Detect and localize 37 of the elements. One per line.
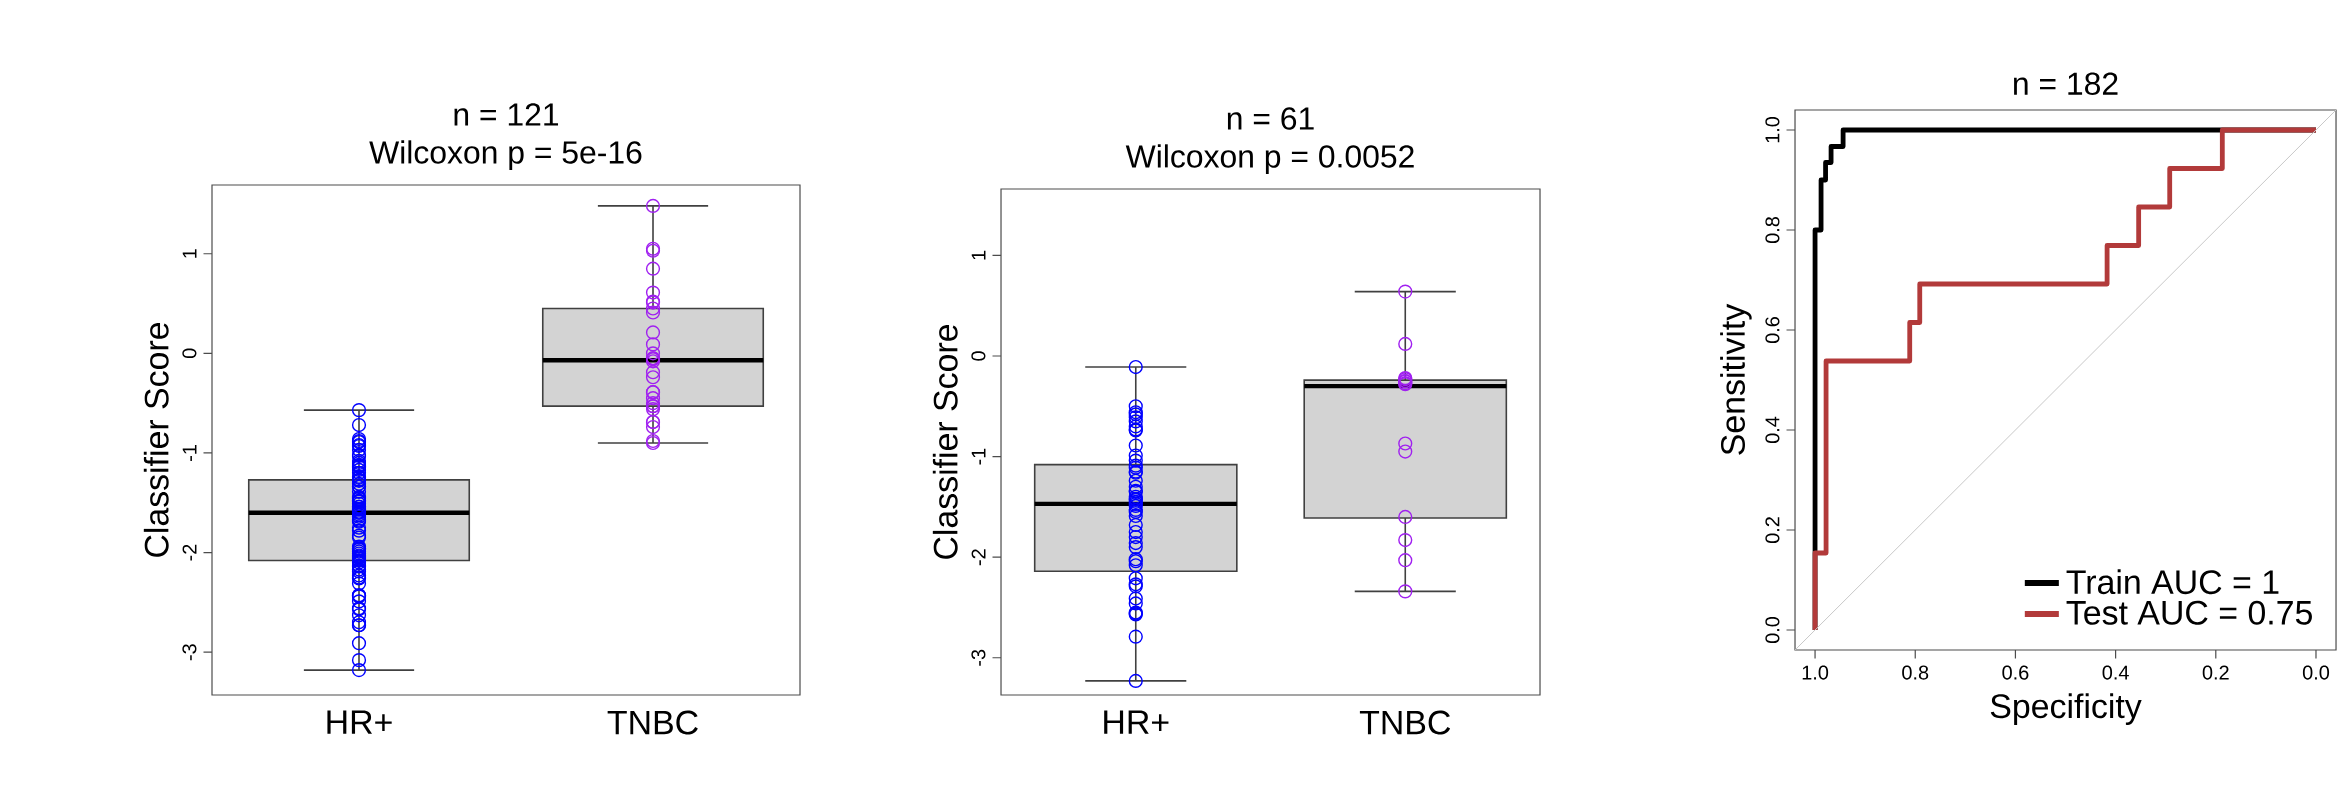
x-tick-label: 0.6 bbox=[2002, 665, 2029, 680]
chart-subtitle: Wilcoxon p = 5e-16 bbox=[369, 140, 642, 171]
y-tick-label: 1 bbox=[182, 249, 197, 258]
y-tick-label: 0.4 bbox=[1765, 416, 1780, 444]
y-tick-label: 0.8 bbox=[1765, 217, 1780, 244]
y-tick-label: -2 bbox=[971, 549, 986, 566]
y-tick-label: 0 bbox=[182, 348, 197, 359]
chart-title: n = 182 bbox=[2014, 72, 2118, 95]
y-tick-label: 1 bbox=[971, 250, 986, 260]
legend-label: Train AUC = 1 bbox=[2066, 569, 2279, 595]
x-tick-label: HR+ bbox=[1104, 710, 1169, 734]
y-tick-label: -3 bbox=[971, 649, 986, 666]
chart-title: n = 121 bbox=[454, 103, 559, 126]
y-tick-label: 0 bbox=[971, 351, 986, 361]
y-tick-label: -1 bbox=[971, 448, 986, 465]
x-tick-label: 1.0 bbox=[1802, 665, 1829, 680]
y-tick-label: 0.0 bbox=[1765, 616, 1780, 644]
x-tick-label: 0.2 bbox=[2202, 665, 2229, 680]
x-axis-title: Specificity bbox=[1990, 693, 2142, 725]
legend-label: Test AUC = 0.75 bbox=[2066, 600, 2312, 625]
x-tick-label: TNBC bbox=[607, 710, 698, 735]
y-tick-label: 0.2 bbox=[1765, 517, 1780, 544]
x-tick-label: HR+ bbox=[327, 710, 392, 734]
y-tick-label: 1.0 bbox=[1765, 116, 1780, 143]
x-tick-label: 0.8 bbox=[1902, 665, 1929, 680]
y-axis-title: Sensitivity bbox=[1720, 303, 1752, 455]
chart-title: n = 61 bbox=[1227, 107, 1314, 130]
y-axis-title: Classifier Score bbox=[932, 324, 958, 559]
x-tick-label: 0.0 bbox=[2302, 665, 2330, 680]
y-tick-label: 0.6 bbox=[1765, 317, 1780, 344]
x-tick-label: 0.4 bbox=[2102, 665, 2129, 680]
y-tick-label: -3 bbox=[182, 644, 197, 661]
y-axis-title: Classifier Score bbox=[143, 322, 169, 557]
y-tick-label: -2 bbox=[182, 544, 197, 561]
y-tick-label: -1 bbox=[182, 445, 197, 461]
chart-subtitle: Wilcoxon p = 0.0052 bbox=[1125, 144, 1414, 175]
x-tick-label: TNBC bbox=[1359, 710, 1451, 735]
